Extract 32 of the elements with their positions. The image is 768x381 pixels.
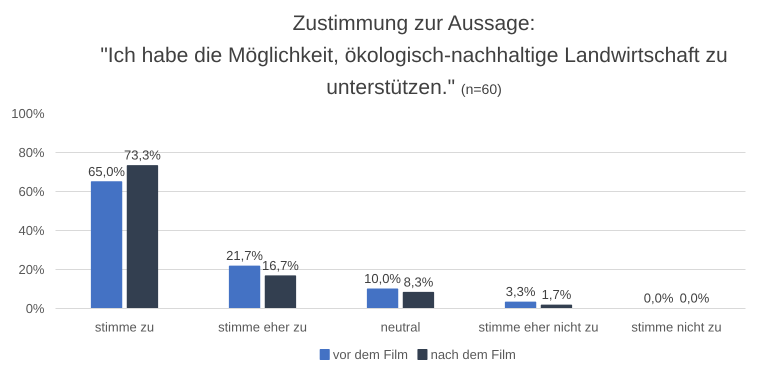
legend-label: nach dem Film xyxy=(430,347,516,362)
x-tick-label: stimme eher nicht zu xyxy=(478,320,598,334)
data-label: 0,0% xyxy=(680,290,710,306)
bar xyxy=(540,304,572,308)
data-label: 8,3% xyxy=(404,274,434,290)
bar xyxy=(366,288,398,308)
data-label: 10,0% xyxy=(364,271,402,286)
data-label: 16,7% xyxy=(262,258,300,273)
chart-subtitle: (n=60) xyxy=(460,81,502,97)
bar xyxy=(264,275,296,308)
x-tick-label: stimme eher zu xyxy=(218,320,307,334)
y-tick-label: 0% xyxy=(26,301,45,316)
x-tick-label: stimme zu xyxy=(94,320,154,334)
bar xyxy=(504,302,536,308)
bar xyxy=(90,181,122,308)
y-tick-label: 60% xyxy=(18,184,45,199)
bar xyxy=(402,292,434,308)
x-tick-label: stimme nicht zu xyxy=(631,320,722,334)
data-label: 21,7% xyxy=(226,248,264,264)
data-label: 0,0% xyxy=(644,290,674,306)
y-tick-label: 40% xyxy=(18,223,45,238)
y-tick-label: 80% xyxy=(18,145,45,160)
bar xyxy=(126,165,158,308)
data-label: 73,3% xyxy=(124,148,162,163)
legend-label: vor dem Film xyxy=(332,347,408,362)
data-label: 3,3% xyxy=(506,284,536,300)
y-tick-label: 100% xyxy=(11,106,45,121)
data-label: 1,7% xyxy=(542,287,572,302)
data-label: 65,0% xyxy=(88,164,126,179)
y-tick-label: 20% xyxy=(18,262,45,277)
x-tick-label: neutral xyxy=(380,320,420,334)
bar xyxy=(228,266,260,308)
